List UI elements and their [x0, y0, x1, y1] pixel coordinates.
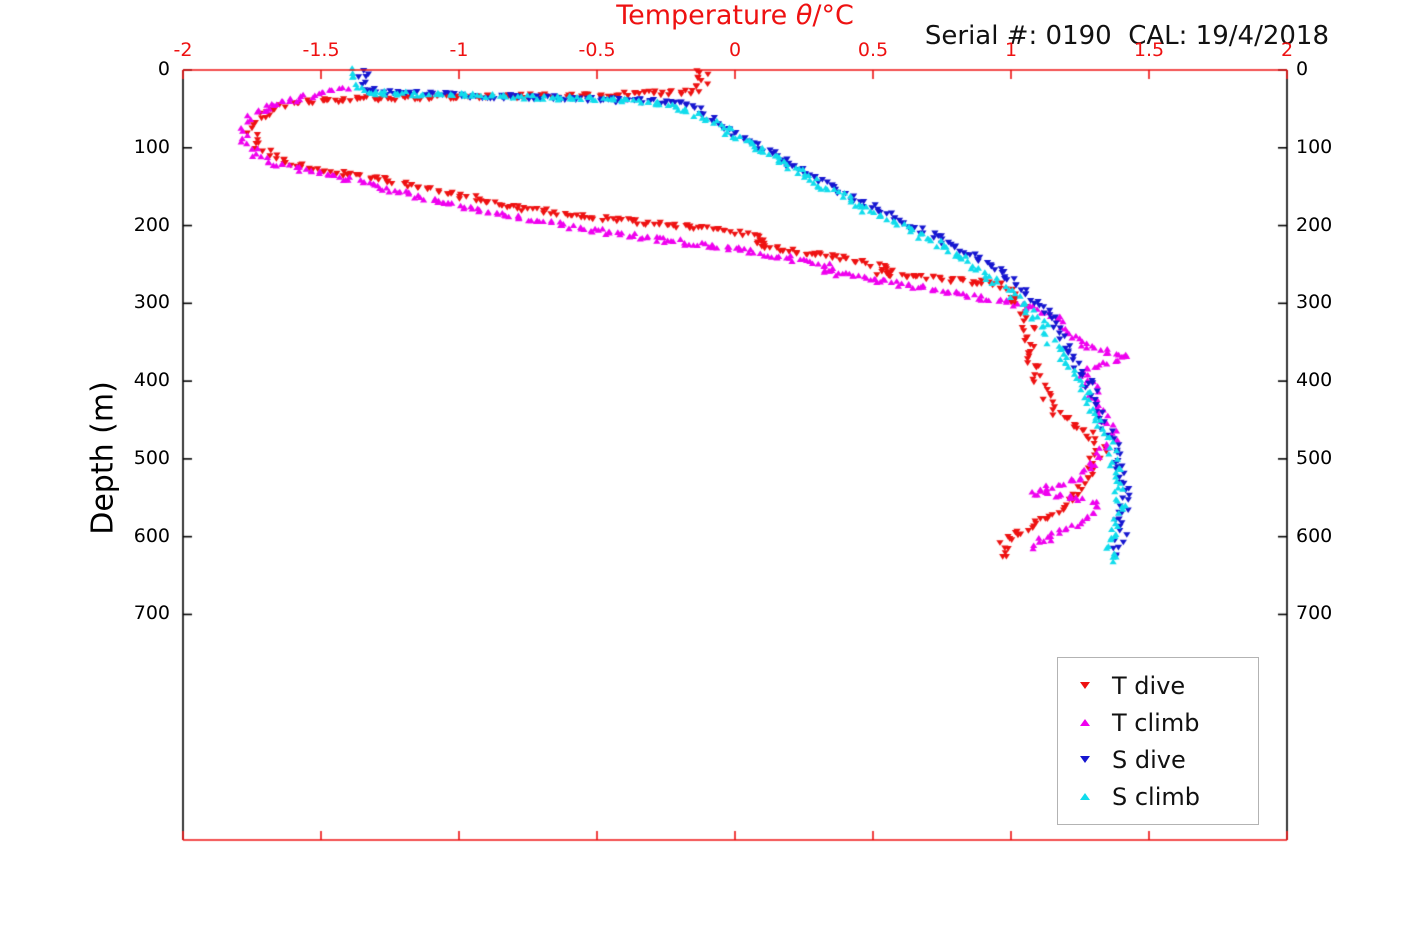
x-tick-label: 0.5 — [857, 39, 889, 61]
legend-label: S climb — [1112, 782, 1201, 811]
y-tick-label: 200 — [133, 213, 170, 236]
y-tick-label: 0 — [157, 58, 170, 81]
y-tick-label: 600 — [1296, 524, 1333, 547]
triangle-down-marker-icon — [1080, 756, 1090, 763]
chart-title-text: Temperature — [616, 0, 796, 31]
y-axis-label: Depth (m) — [85, 381, 121, 535]
x-tick-label: -1.5 — [302, 39, 340, 61]
legend-item-s-dive: S dive — [1058, 741, 1258, 778]
triangle-up-marker-icon — [1080, 719, 1090, 726]
y-tick-label: 100 — [133, 135, 170, 158]
x-tick-label: 1.5 — [1133, 39, 1165, 61]
y-tick-label: 600 — [133, 524, 170, 547]
y-tick-label: 500 — [133, 446, 170, 469]
legend-label: T dive — [1112, 671, 1186, 700]
theta-symbol: θ — [795, 0, 813, 31]
x-tick-label: -0.5 — [578, 39, 616, 61]
legend-label: T climb — [1112, 708, 1200, 737]
legend: T dive T climb S dive S climb — [1057, 657, 1259, 825]
y-tick-label: 700 — [133, 602, 170, 625]
serial-cal-annotation: Serial #: 0190 CAL: 19/4/2018 — [924, 21, 1329, 51]
x-tick-label: -2 — [173, 39, 193, 61]
x-tick-label: 0 — [728, 39, 742, 61]
x-tick-label: -1 — [449, 39, 469, 61]
y-tick-label: 300 — [133, 291, 170, 314]
y-tick-label: 500 — [1296, 446, 1333, 469]
triangle-down-marker-icon — [1080, 682, 1090, 689]
y-tick-label: 0 — [1296, 58, 1309, 81]
y-tick-label: 100 — [1296, 135, 1333, 158]
chart-title-units: /°C — [812, 0, 854, 31]
x-tick-label: 2 — [1280, 39, 1294, 61]
legend-label: S dive — [1112, 745, 1186, 774]
y-tick-label: 400 — [1296, 369, 1333, 392]
x-tick-label: 1 — [1004, 39, 1018, 61]
y-tick-label: 300 — [1296, 291, 1333, 314]
legend-item-s-climb: S climb — [1058, 778, 1258, 815]
legend-item-t-climb: T climb — [1058, 704, 1258, 741]
y-tick-label: 400 — [133, 369, 170, 392]
chart-title: Temperature θ/°C — [616, 0, 854, 31]
triangle-up-marker-icon — [1080, 793, 1090, 800]
y-tick-label: 200 — [1296, 213, 1333, 236]
y-tick-label: 700 — [1296, 602, 1333, 625]
legend-item-t-dive: T dive — [1058, 667, 1258, 704]
